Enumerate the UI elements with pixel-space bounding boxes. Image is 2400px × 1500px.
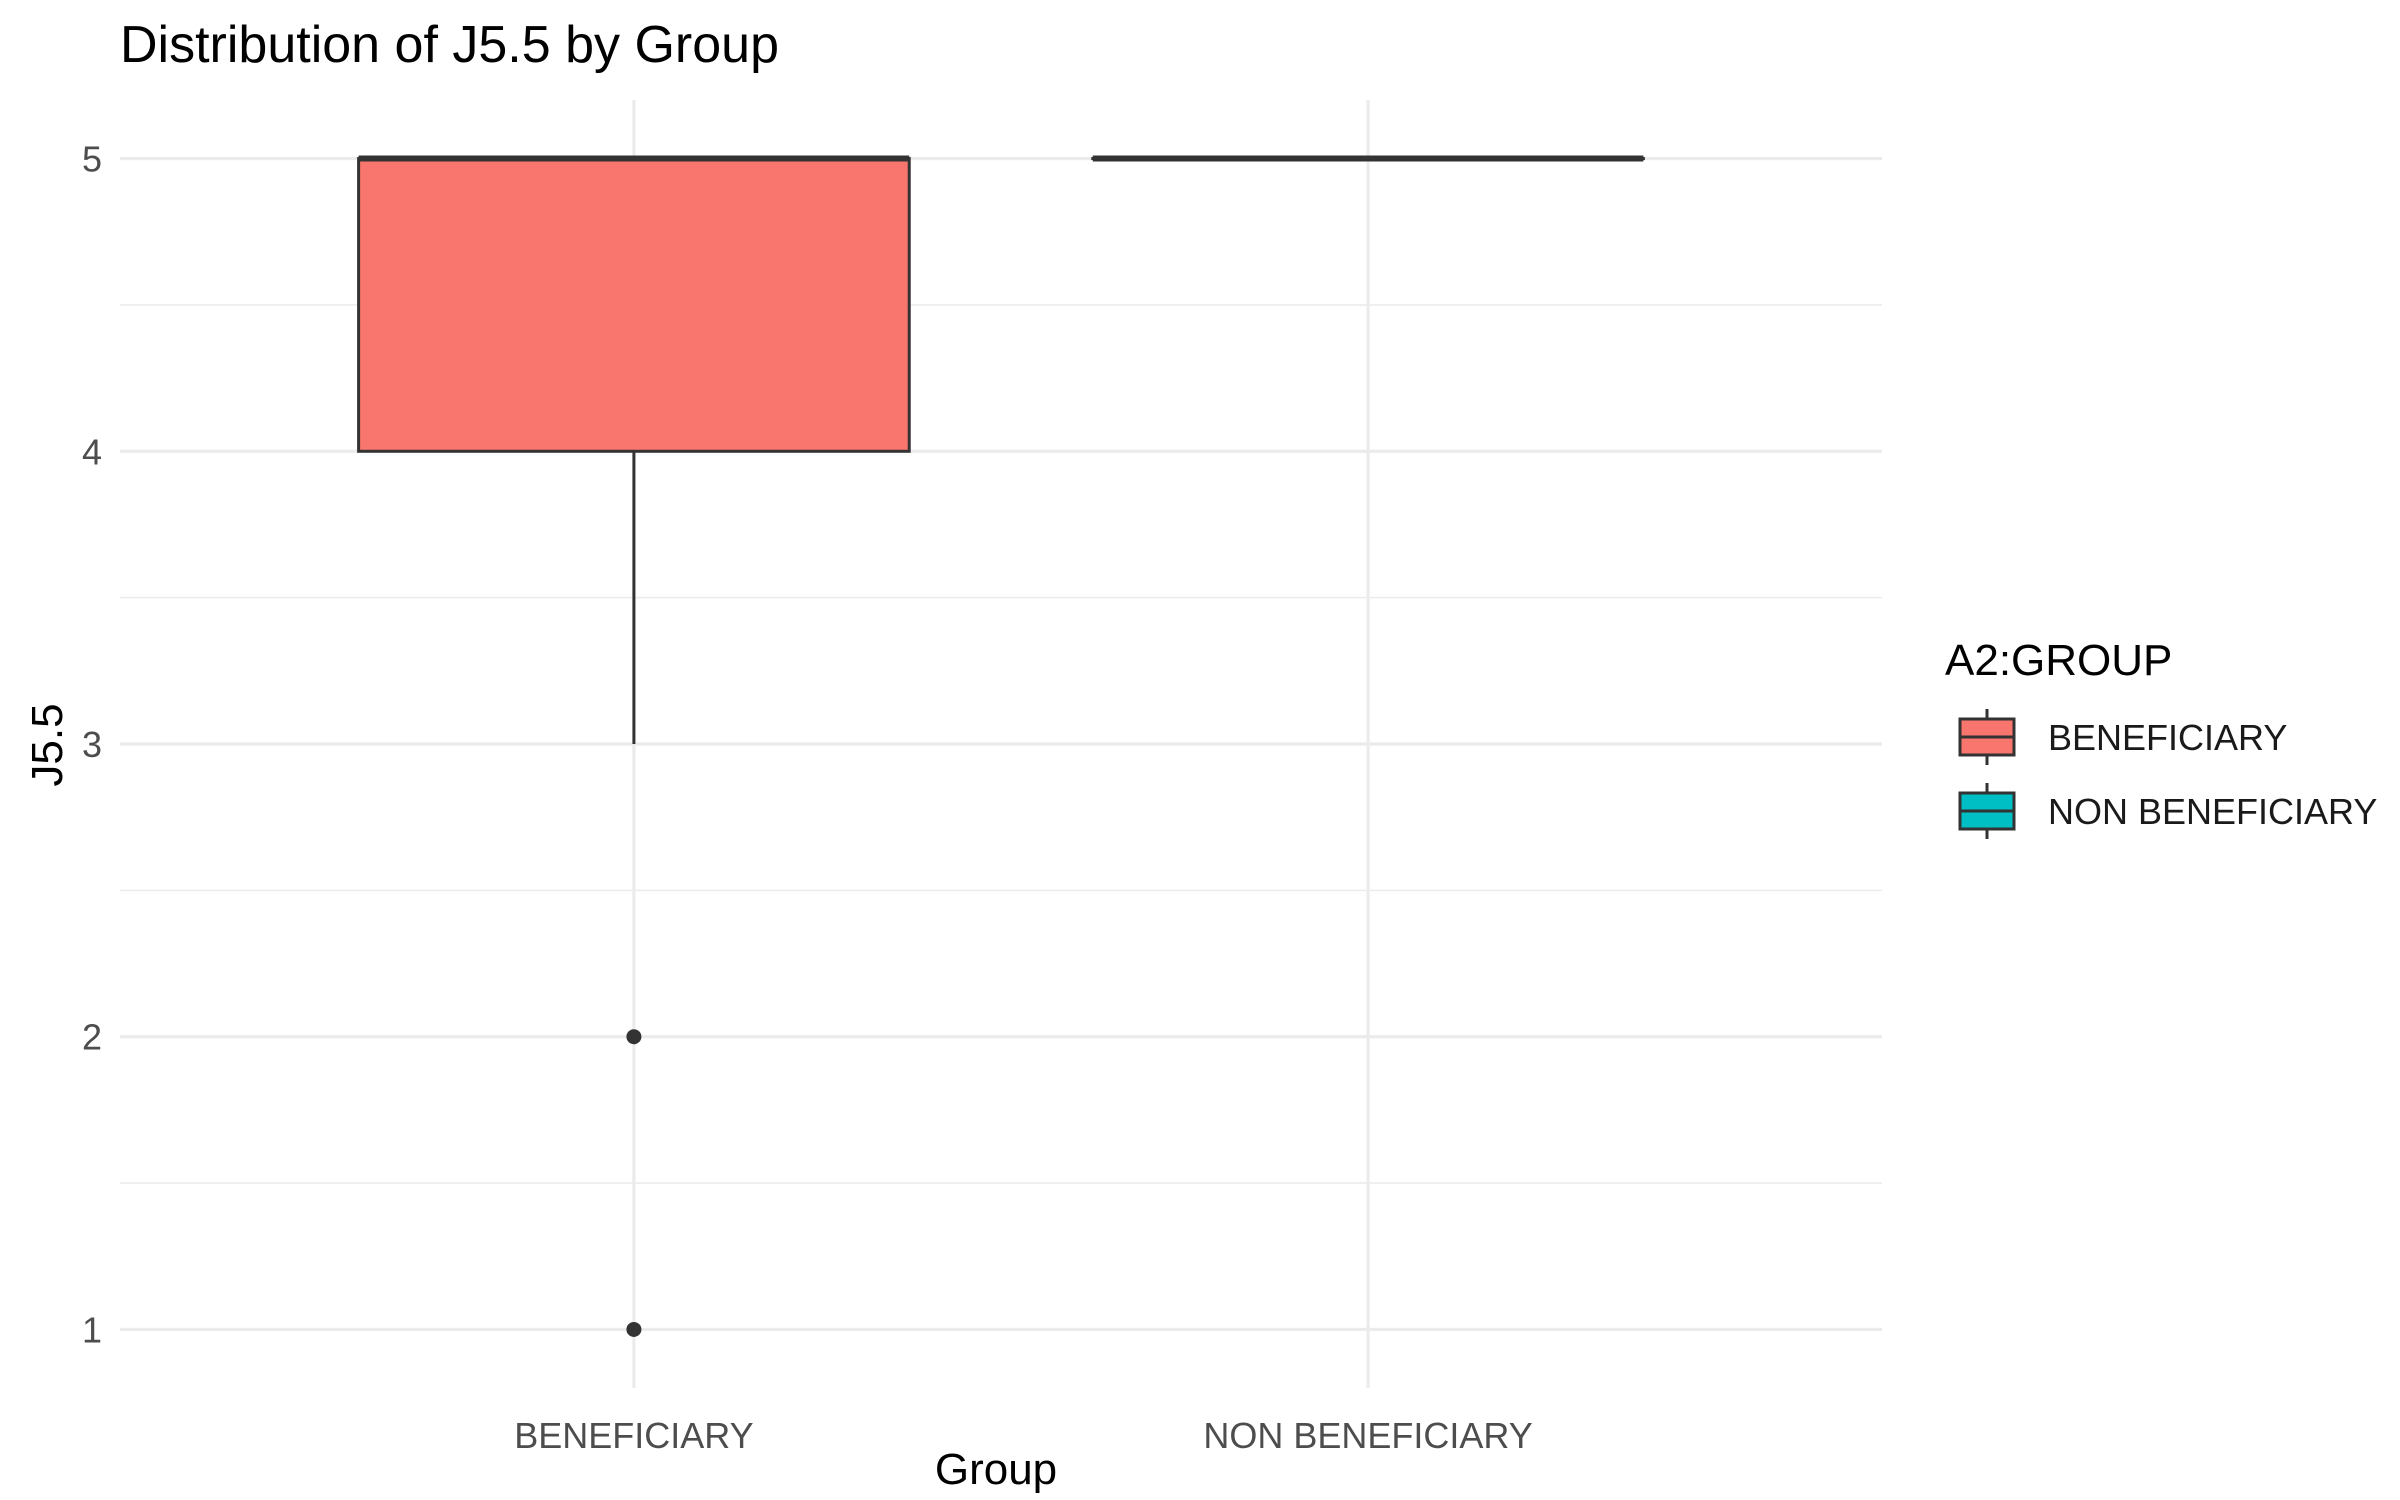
chart-title: Distribution of J5.5 by Group — [120, 16, 779, 74]
legend-entry: BENEFICIARY — [1958, 709, 2287, 765]
outlier-point — [626, 1029, 642, 1045]
x-axis-ticks: BENEFICIARY NON BENEFICIARY — [514, 1415, 1533, 1456]
y-axis-ticks: 1 2 3 4 5 — [82, 139, 102, 1351]
plot-boxes — [357, 155, 1645, 1337]
legend-label: BENEFICIARY — [2048, 717, 2287, 758]
legend-label: NON BENEFICIARY — [2048, 791, 2377, 832]
boxplot-beneficiary — [357, 155, 911, 1337]
y-tick-label: 3 — [82, 724, 102, 765]
y-tick-label: 1 — [82, 1309, 102, 1350]
legend-title: A2:GROUP — [1945, 636, 2172, 685]
x-axis-title: Group — [935, 1445, 1057, 1494]
y-axis-title: J5.5 — [23, 703, 72, 786]
x-tick-label: BENEFICIARY — [514, 1415, 753, 1456]
box-iqr — [357, 157, 911, 453]
y-tick-label: 5 — [82, 139, 102, 180]
y-tick-label: 2 — [82, 1017, 102, 1058]
x-tick-label: NON BENEFICIARY — [1203, 1415, 1532, 1456]
legend: A2:GROUP BENEFICIARY NON BENEFICIARY — [1945, 636, 2377, 839]
legend-entry: NON BENEFICIARY — [1958, 783, 2377, 839]
outlier-point — [626, 1321, 642, 1337]
y-tick-label: 4 — [82, 431, 102, 472]
